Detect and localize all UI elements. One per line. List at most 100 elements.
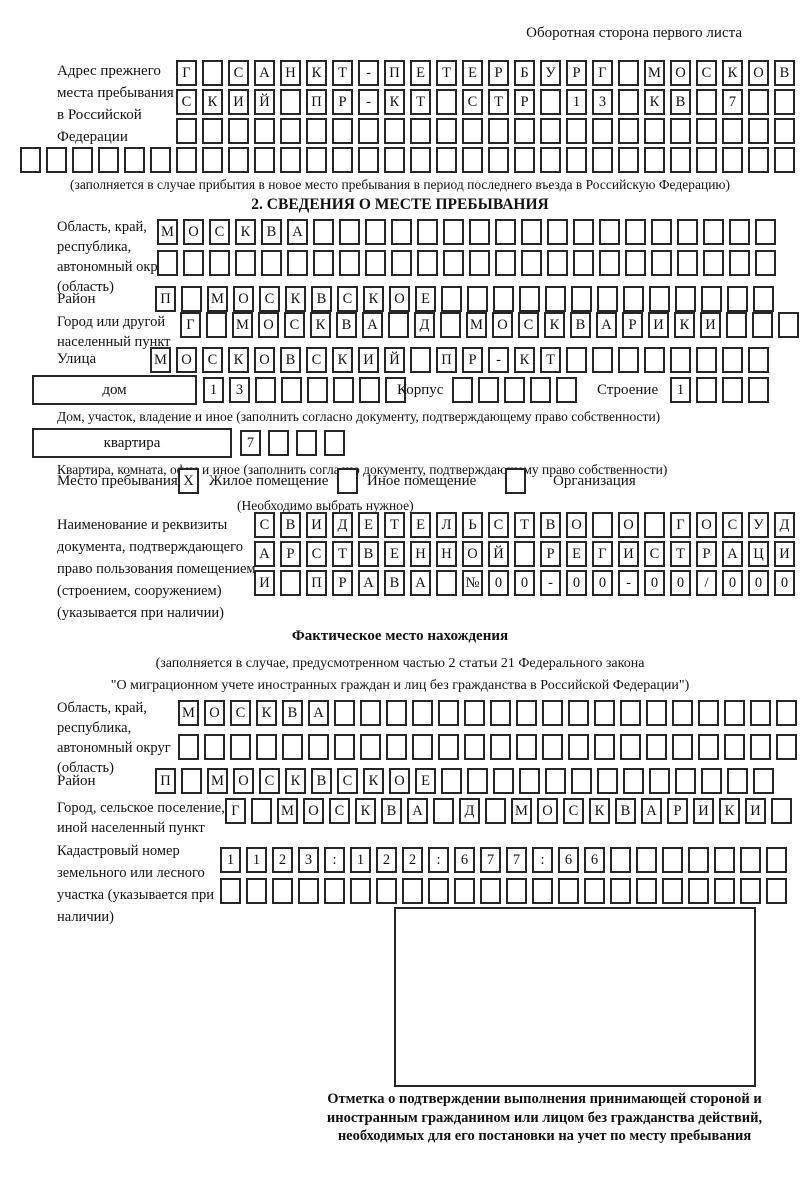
char-box[interactable]	[521, 219, 542, 245]
char-box[interactable]: -	[358, 60, 379, 86]
char-box[interactable]: Й	[254, 89, 275, 115]
char-box[interactable]	[467, 768, 488, 794]
char-box[interactable]: Р	[566, 60, 587, 86]
korpus-row[interactable]	[452, 377, 577, 403]
checkbox-residential[interactable]: X	[178, 468, 199, 494]
char-box[interactable]: Л	[436, 512, 457, 538]
char-box[interactable]: 7	[480, 847, 501, 873]
char-box[interactable]	[727, 286, 748, 312]
char-box[interactable]: В	[282, 700, 303, 726]
char-box[interactable]	[748, 377, 769, 403]
char-box[interactable]: 1	[246, 847, 267, 873]
char-box[interactable]	[755, 219, 776, 245]
char-box[interactable]	[176, 118, 197, 144]
char-box[interactable]	[436, 89, 457, 115]
char-box[interactable]: М	[511, 798, 532, 824]
char-box[interactable]: К	[355, 798, 376, 824]
char-box[interactable]: О	[183, 219, 204, 245]
char-box[interactable]	[672, 700, 693, 726]
char-box[interactable]	[547, 219, 568, 245]
char-box[interactable]	[644, 347, 665, 373]
char-box[interactable]	[558, 878, 579, 904]
char-box[interactable]: Г	[225, 798, 246, 824]
char-box[interactable]: О	[233, 768, 254, 794]
char-box[interactable]	[228, 147, 249, 173]
char-box[interactable]: Й	[384, 347, 405, 373]
char-box[interactable]: Д	[414, 312, 435, 338]
char-box[interactable]	[623, 768, 644, 794]
char-box[interactable]	[359, 377, 380, 403]
char-box[interactable]	[771, 798, 792, 824]
char-box[interactable]: Б	[514, 60, 535, 86]
char-box[interactable]	[365, 219, 386, 245]
char-box[interactable]	[677, 219, 698, 245]
char-box[interactable]: О	[462, 541, 483, 567]
char-box[interactable]	[391, 250, 412, 276]
char-box[interactable]	[178, 734, 199, 760]
char-box[interactable]: 2	[376, 847, 397, 873]
char-box[interactable]: К	[644, 89, 665, 115]
char-box[interactable]	[202, 60, 223, 86]
char-box[interactable]	[675, 768, 696, 794]
char-box[interactable]	[670, 347, 691, 373]
char-box[interactable]: К	[285, 768, 306, 794]
char-box[interactable]	[620, 700, 641, 726]
char-box[interactable]	[443, 250, 464, 276]
char-box[interactable]: 7	[240, 430, 261, 456]
char-box[interactable]	[545, 768, 566, 794]
char-box[interactable]: И	[618, 541, 639, 567]
char-box[interactable]: 1	[203, 377, 224, 403]
char-box[interactable]	[568, 734, 589, 760]
char-box[interactable]: Т	[332, 541, 353, 567]
char-box[interactable]	[592, 347, 613, 373]
char-box[interactable]	[672, 734, 693, 760]
char-box[interactable]: В	[670, 89, 691, 115]
char-box[interactable]	[410, 347, 431, 373]
char-box[interactable]: К	[719, 798, 740, 824]
char-box[interactable]	[441, 286, 462, 312]
char-box[interactable]	[594, 700, 615, 726]
char-box[interactable]: Р	[540, 541, 561, 567]
char-box[interactable]	[714, 847, 735, 873]
char-box[interactable]	[388, 312, 409, 338]
char-box[interactable]	[504, 377, 525, 403]
char-box[interactable]	[610, 878, 631, 904]
char-box[interactable]	[698, 700, 719, 726]
char-box[interactable]	[620, 734, 641, 760]
char-box[interactable]	[462, 147, 483, 173]
char-box[interactable]: П	[155, 286, 176, 312]
char-box[interactable]	[748, 89, 769, 115]
char-box[interactable]	[220, 878, 241, 904]
char-box[interactable]	[452, 377, 473, 403]
char-box[interactable]: М	[207, 768, 228, 794]
char-box[interactable]: Р	[514, 89, 535, 115]
char-box[interactable]: О	[303, 798, 324, 824]
char-box[interactable]	[441, 768, 462, 794]
char-box[interactable]	[495, 219, 516, 245]
char-box[interactable]: Е	[415, 286, 436, 312]
char-box[interactable]	[610, 847, 631, 873]
char-box[interactable]: И	[306, 512, 327, 538]
char-box[interactable]	[183, 250, 204, 276]
char-box[interactable]	[454, 878, 475, 904]
char-box[interactable]: Ц	[748, 541, 769, 567]
char-box[interactable]	[281, 377, 302, 403]
char-box[interactable]: -	[358, 89, 379, 115]
char-box[interactable]	[412, 734, 433, 760]
char-box[interactable]	[280, 118, 301, 144]
char-box[interactable]	[433, 798, 454, 824]
char-box[interactable]	[696, 147, 717, 173]
char-box[interactable]	[545, 286, 566, 312]
char-box[interactable]	[750, 734, 771, 760]
char-box[interactable]: Т	[384, 512, 405, 538]
char-box[interactable]	[726, 312, 747, 338]
char-box[interactable]: К	[285, 286, 306, 312]
stay-type-checkbox-organization[interactable]	[505, 468, 526, 494]
char-box[interactable]: С	[209, 219, 230, 245]
char-box[interactable]	[256, 734, 277, 760]
char-box[interactable]	[436, 570, 457, 596]
char-box[interactable]: Е	[384, 541, 405, 567]
